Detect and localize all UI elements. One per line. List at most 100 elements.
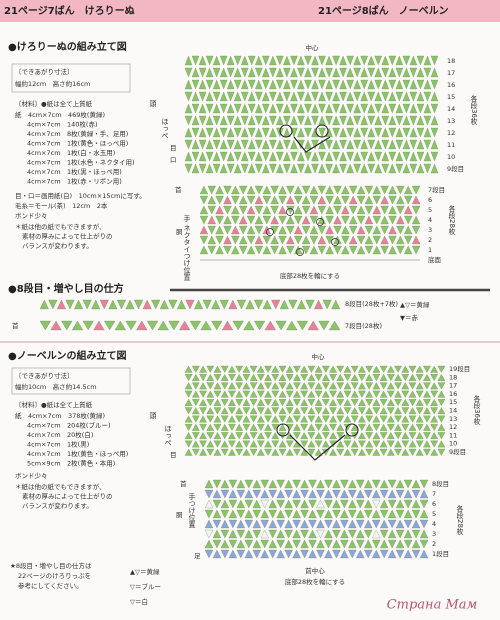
- paper-piece: [191, 390, 200, 398]
- paper-piece: [408, 399, 417, 407]
- paper-piece: [423, 365, 431, 373]
- paper-piece: [278, 195, 287, 205]
- paper-piece: [292, 539, 301, 549]
- paper-piece: [219, 151, 228, 162]
- paper-piece: [356, 529, 365, 539]
- paper-piece: [346, 55, 354, 66]
- paper-piece: [360, 115, 368, 126]
- paper-piece: [252, 479, 261, 489]
- paper-piece: [264, 448, 272, 456]
- paper-piece: [221, 320, 234, 331]
- paper-piece: [367, 79, 375, 90]
- paper-piece: [367, 127, 375, 138]
- paper-piece: [343, 374, 352, 382]
- paper-piece: [300, 509, 309, 519]
- paper-piece: [256, 448, 265, 456]
- paper-piece: [184, 407, 193, 415]
- per-row-label: 各段36枚: [470, 94, 478, 126]
- paper-piece: [419, 489, 429, 499]
- paper-piece: [316, 539, 325, 549]
- paper-piece: [290, 163, 298, 174]
- paper-piece: [402, 127, 411, 138]
- paper-piece: [215, 195, 224, 205]
- paper-piece: [276, 55, 284, 66]
- row-label: 10: [449, 440, 457, 448]
- paper-piece: [346, 91, 354, 102]
- paper-piece: [236, 509, 246, 519]
- paper-piece: [199, 235, 209, 245]
- paper-piece: [346, 163, 354, 174]
- paper-piece: [374, 67, 382, 78]
- paper-piece: [395, 79, 404, 90]
- paper-piece: [396, 215, 405, 225]
- paper-piece: [309, 185, 319, 195]
- paper-piece: [276, 115, 284, 126]
- materials-heading: 〔材料〕●紙は全て上質紙: [15, 99, 93, 108]
- paper-piece: [176, 299, 186, 310]
- paper-piece: [271, 415, 280, 423]
- paper-piece: [408, 432, 417, 440]
- paper-piece: [395, 139, 404, 150]
- paper-piece: [264, 320, 276, 331]
- paper-piece: [262, 245, 271, 255]
- paper-piece: [184, 67, 193, 78]
- paper-piece: [249, 448, 258, 456]
- paper-piece: [307, 423, 316, 431]
- paper-piece: [231, 235, 240, 245]
- eye-label: 目: [170, 451, 177, 459]
- paper-piece: [191, 163, 200, 174]
- paper-piece: [403, 529, 413, 539]
- paper-piece: [293, 373, 301, 381]
- paper-piece: [292, 509, 301, 519]
- paper-piece: [411, 499, 421, 509]
- paper-piece: [56, 299, 66, 310]
- paper-piece: [341, 185, 350, 195]
- paper-piece: [348, 509, 357, 519]
- paper-piece: [307, 440, 316, 448]
- paper-piece: [364, 235, 374, 245]
- paper-piece: [212, 139, 221, 150]
- paper-piece: [228, 398, 236, 406]
- paper-piece: [283, 151, 291, 162]
- paper-piece: [205, 55, 214, 66]
- paper-piece: [304, 79, 312, 90]
- row-label: 7: [432, 490, 436, 498]
- paper-piece: [184, 398, 193, 406]
- paper-piece: [321, 407, 330, 415]
- paper-piece: [419, 539, 429, 549]
- paper-piece: [430, 440, 439, 448]
- paper-piece: [325, 115, 333, 126]
- paper-piece: [339, 115, 347, 126]
- paper-piece: [301, 215, 311, 225]
- paper-piece: [223, 235, 232, 245]
- size-text: 幅約10cm 高さ約14.5cm: [15, 382, 97, 391]
- paper-piece: [430, 79, 439, 90]
- row-label: 18: [449, 373, 457, 381]
- paper-piece: [199, 432, 207, 440]
- note-line: ★8段目・増やし目の仕方は: [10, 561, 92, 570]
- paper-piece: [332, 479, 341, 489]
- note-line: ＊紙は他の紙でもできますが、: [15, 222, 106, 231]
- paper-piece: [292, 529, 301, 539]
- paper-piece: [301, 245, 311, 255]
- paper-piece: [403, 499, 413, 509]
- paper-piece: [307, 390, 316, 398]
- paper-piece: [220, 423, 229, 431]
- paper-piece: [205, 163, 214, 174]
- paper-piece: [339, 151, 347, 162]
- paper-piece: [372, 519, 381, 529]
- row-label: 底面: [428, 255, 442, 264]
- paper-piece: [297, 55, 305, 66]
- paper-piece: [294, 225, 303, 235]
- paper-piece: [276, 479, 285, 489]
- paper-piece: [297, 151, 305, 162]
- paper-piece: [307, 365, 316, 373]
- paper-piece: [290, 139, 298, 150]
- paper-piece: [411, 529, 421, 539]
- paper-piece: [336, 390, 345, 398]
- paper-piece: [294, 195, 303, 205]
- paper-piece: [437, 415, 446, 423]
- paper-piece: [314, 382, 323, 390]
- paper-piece: [254, 185, 264, 195]
- row-label: 1段目: [432, 549, 449, 558]
